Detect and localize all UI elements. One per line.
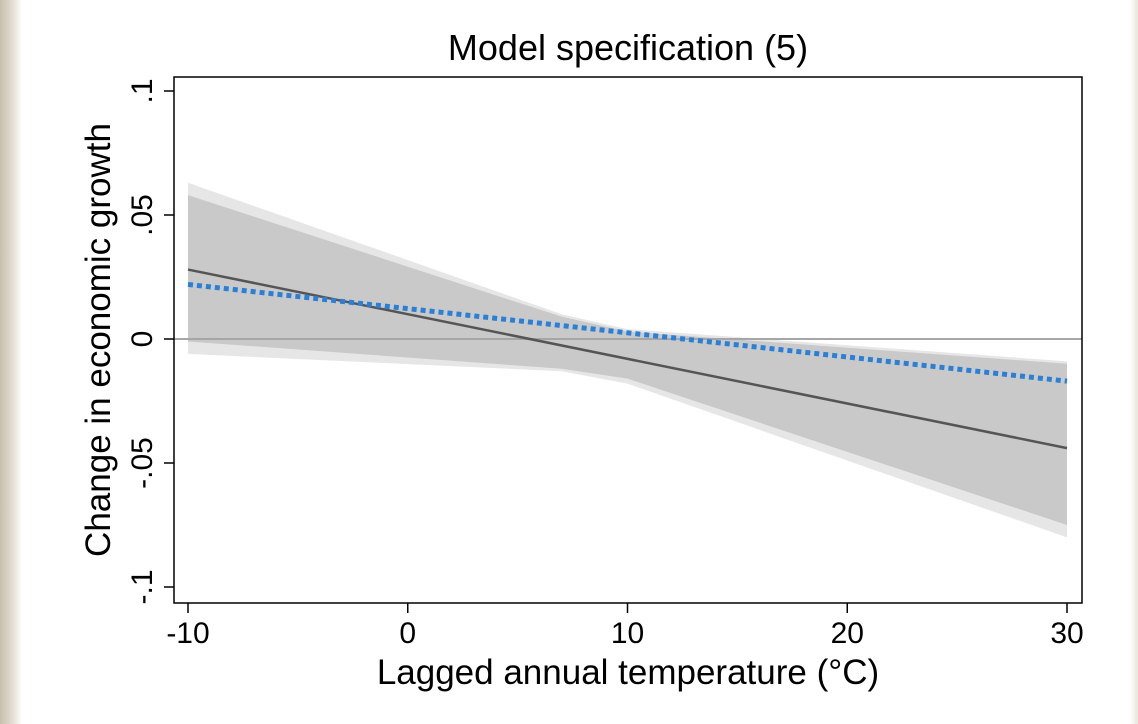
y-tick-label: -.05 (126, 437, 159, 489)
x-tick-label: 0 (399, 617, 416, 650)
y-tick-label: -.1 (126, 569, 159, 604)
series-line-dotted (187, 281, 1068, 384)
x-tick-label: 10 (611, 617, 644, 650)
x-tick-label: -10 (166, 617, 209, 650)
y-tick-label: .1 (126, 78, 159, 103)
y-axis-label: Change in economic growth (79, 123, 118, 557)
chart-title: Model specification (5) (448, 27, 808, 68)
y-tick-label: .05 (126, 194, 159, 236)
x-tick-label: 30 (1050, 617, 1083, 650)
x-axis-label: Lagged annual temperature (°C) (377, 653, 879, 692)
y-tick-label: 0 (126, 331, 159, 348)
x-tick-label: 20 (831, 617, 864, 650)
